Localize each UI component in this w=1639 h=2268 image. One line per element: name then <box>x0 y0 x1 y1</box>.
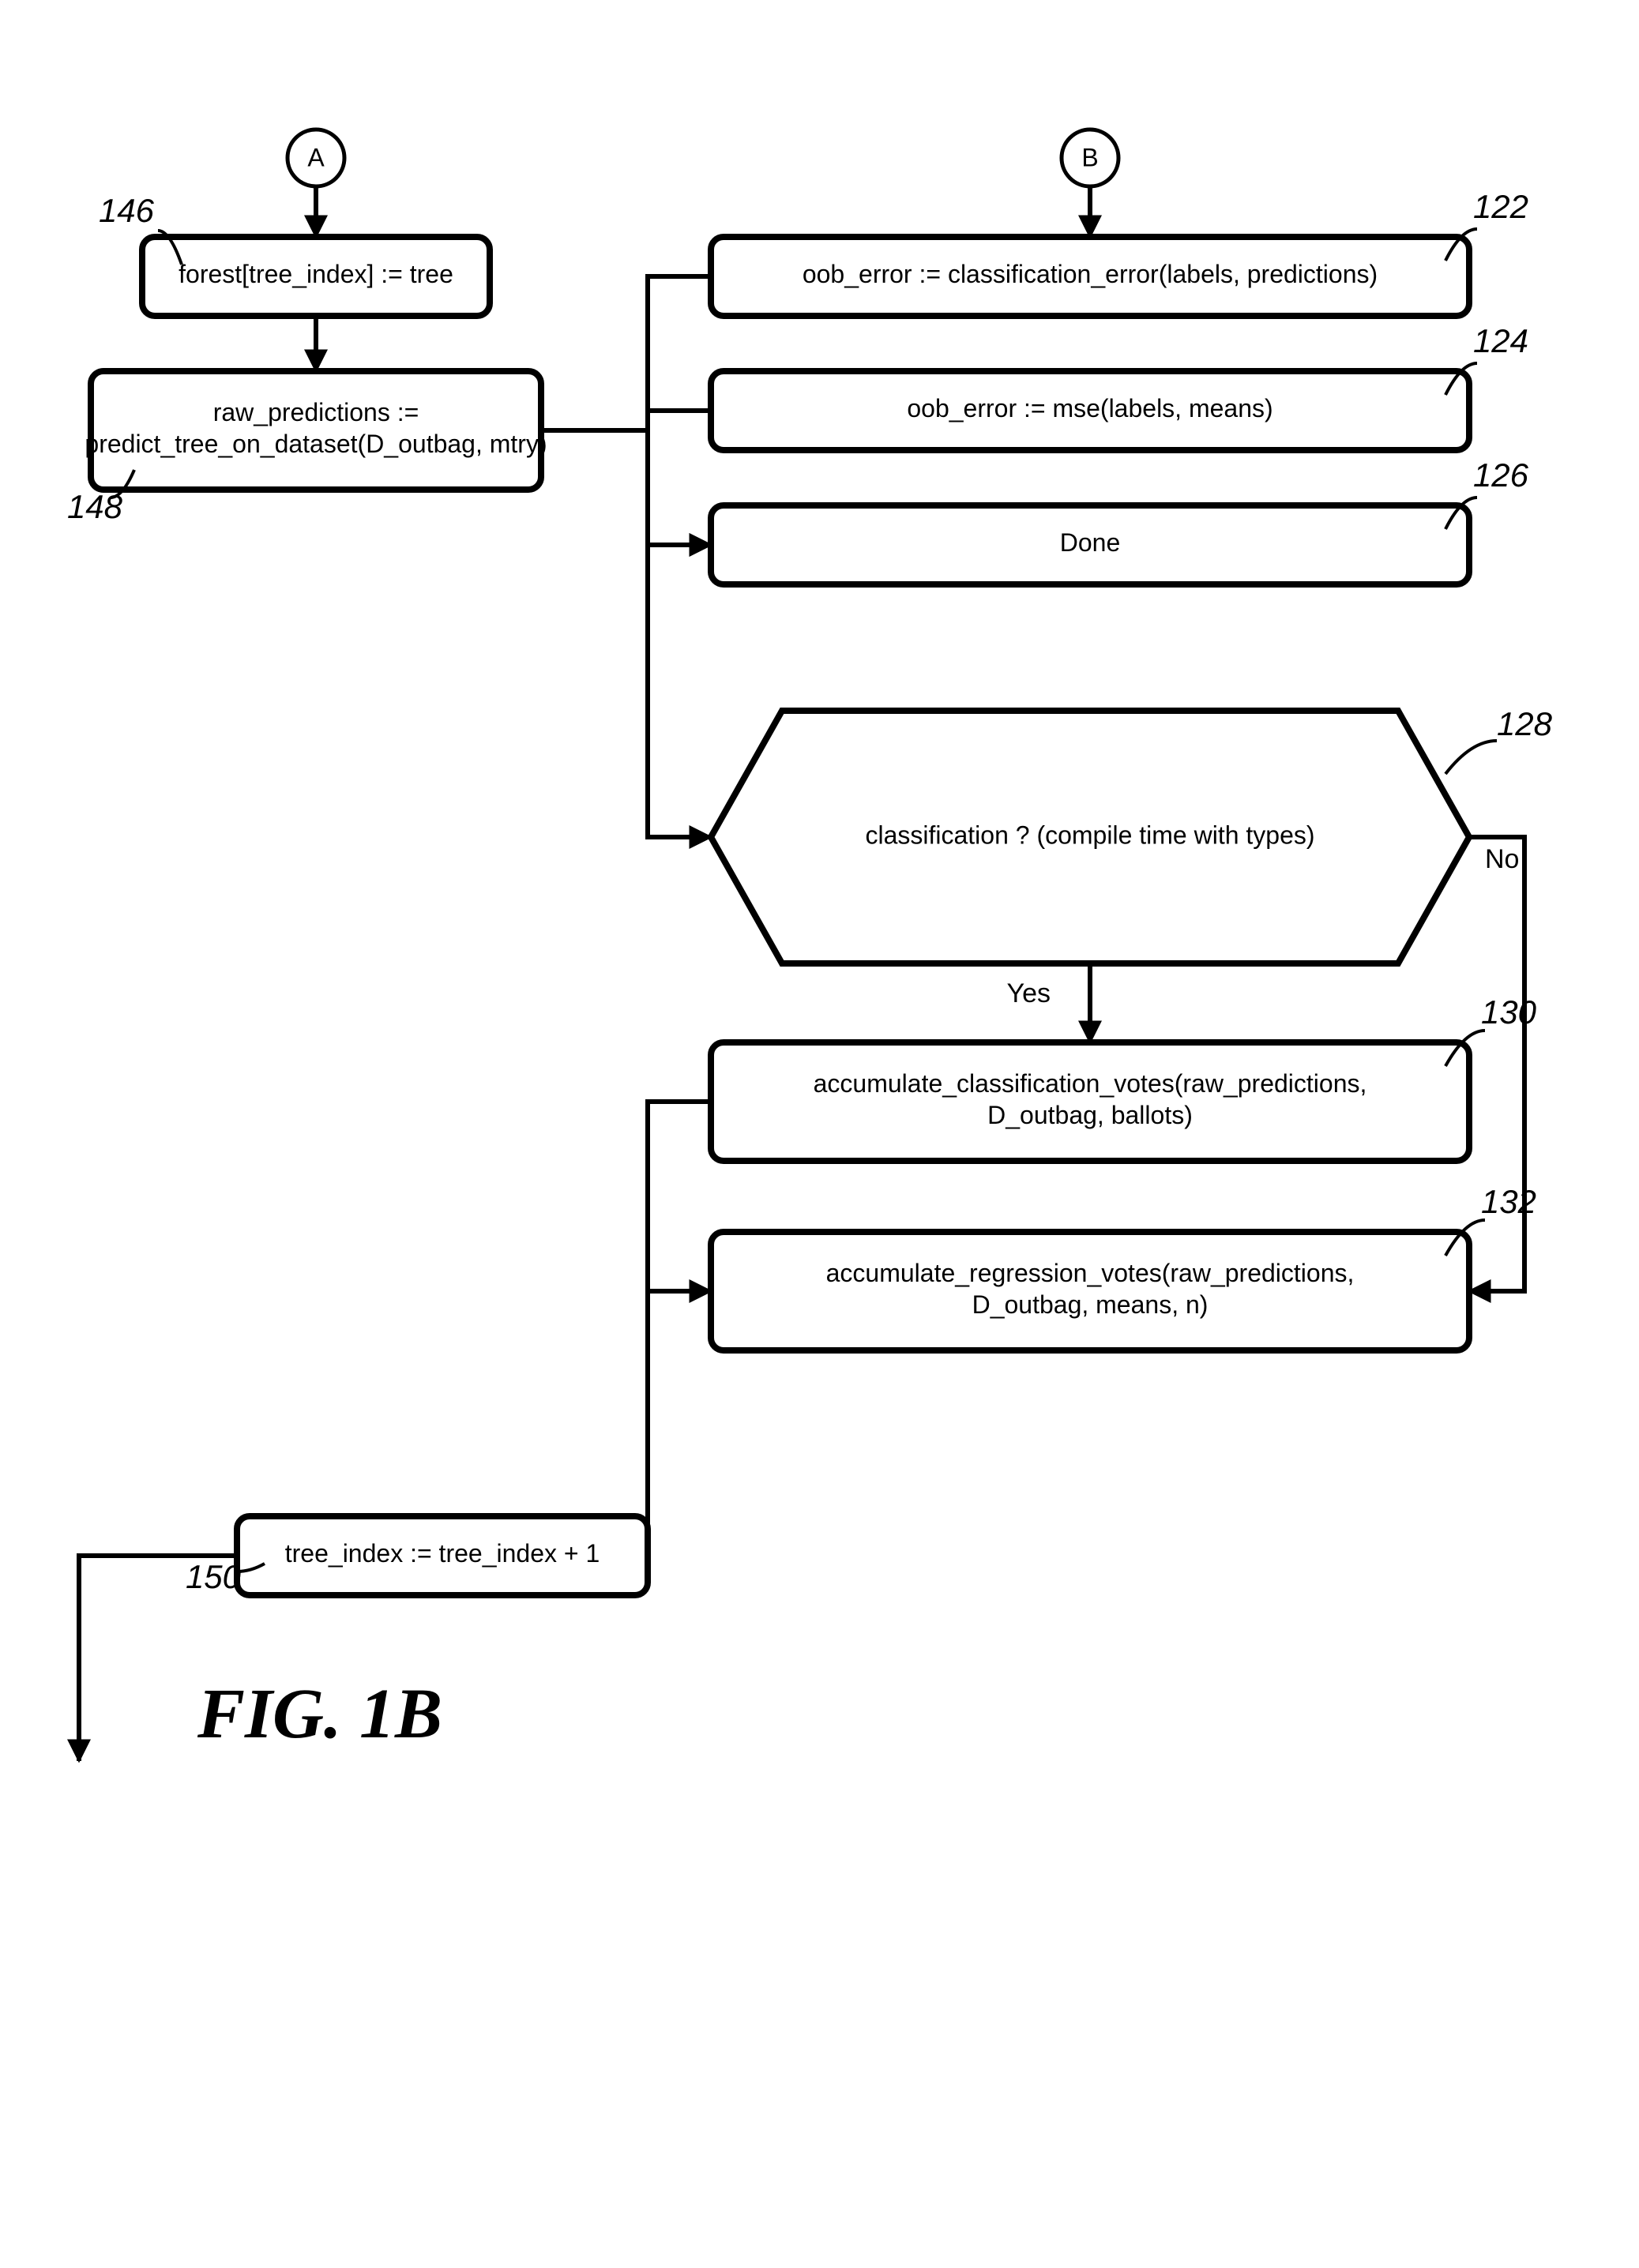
process-n124-text: oob_error := mse(labels, means) <box>907 394 1272 422</box>
decision-yes-label: Yes <box>1007 978 1051 1008</box>
process-n146-text: forest[tree_index] := tree <box>179 260 453 288</box>
process-n122-text: oob_error := classification_error(labels… <box>803 260 1378 288</box>
ref-n148: 148 <box>67 488 123 525</box>
ref-n122: 122 <box>1473 188 1528 225</box>
figure-label: FIG. 1B <box>197 1675 442 1753</box>
ref-n128: 128 <box>1497 705 1553 742</box>
ref-n132: 132 <box>1481 1183 1536 1220</box>
decision-n128-text: classification ? (compile time with type… <box>865 820 1314 849</box>
flow-edge <box>648 1102 711 1291</box>
process-n150-text: tree_index := tree_index + 1 <box>285 1539 600 1568</box>
ref-n130: 130 <box>1481 993 1537 1031</box>
connector-b-label: B <box>1081 143 1098 171</box>
flow-edge <box>541 430 711 545</box>
ref-n126: 126 <box>1473 456 1529 494</box>
flow-edge <box>1469 837 1524 1291</box>
connector-a-label: A <box>307 143 325 171</box>
leader-n128 <box>1445 741 1497 774</box>
decision-no-label: No <box>1485 844 1519 874</box>
ref-n146: 146 <box>99 192 155 229</box>
ref-n124: 124 <box>1473 322 1528 359</box>
ref-n150: 150 <box>186 1558 242 1595</box>
flow-edge <box>648 545 711 837</box>
process-n126-text: Done <box>1060 528 1121 557</box>
